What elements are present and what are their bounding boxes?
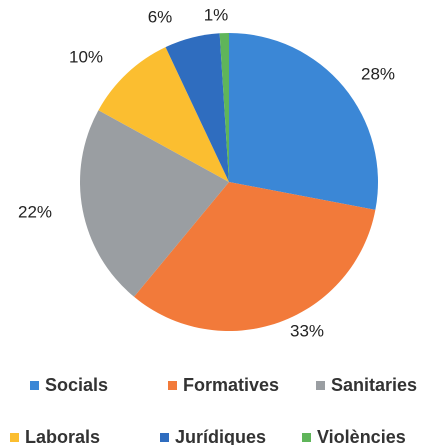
data-label: 6% xyxy=(148,7,173,26)
data-label: 1% xyxy=(204,5,229,24)
legend-swatch xyxy=(168,381,177,390)
pie-slice xyxy=(98,47,230,182)
pie-slice xyxy=(219,33,229,182)
legend-swatch xyxy=(10,433,19,442)
legend-swatch xyxy=(30,381,39,390)
legend-label: Formatives xyxy=(183,375,279,395)
data-label: 22% xyxy=(18,202,52,221)
legend-label: Sanitaries xyxy=(331,375,417,395)
pie-slice xyxy=(165,33,229,182)
data-label: 10% xyxy=(69,47,103,66)
legend-label: Laborals xyxy=(25,427,100,445)
legend-swatch xyxy=(302,433,311,442)
legend-label: Violències xyxy=(317,427,406,445)
pie-slice xyxy=(229,33,378,210)
pie-slice xyxy=(79,110,229,297)
legend-swatch xyxy=(160,433,169,442)
legend-swatch xyxy=(316,381,325,390)
legend-label: Socials xyxy=(45,375,108,395)
data-label: 33% xyxy=(290,321,324,340)
pie-slice xyxy=(134,182,376,332)
data-label: 28% xyxy=(361,64,395,83)
legend-label: Jurídiques xyxy=(175,427,266,445)
